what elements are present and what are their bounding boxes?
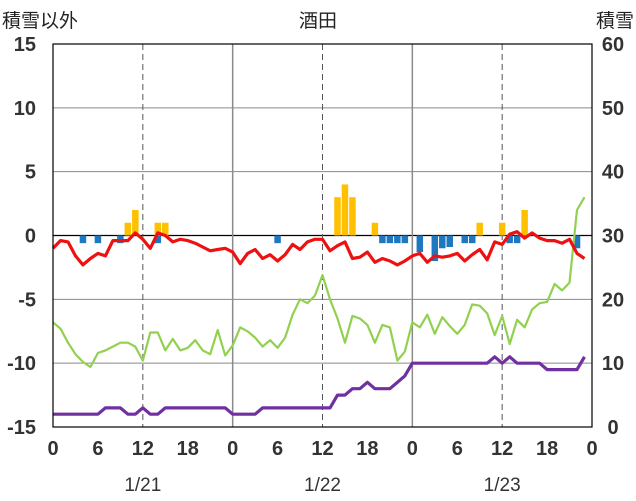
date-label: 1/22 (304, 475, 341, 496)
sunshine-bar (274, 236, 280, 244)
left-tick-label: 15 (14, 34, 36, 56)
right-tick-label: 10 (602, 353, 624, 375)
x-tick-label: 12 (132, 438, 154, 460)
x-tick-label: 6 (272, 438, 283, 460)
sunshine-bar (387, 236, 393, 244)
precipitation-bar (342, 184, 348, 235)
left-axis-ticks: -15 -10 -5 0 5 10 15 (7, 34, 36, 439)
x-tick-label: 18 (177, 438, 199, 460)
snow_depth-line (53, 357, 585, 414)
sunshine-bar (439, 236, 445, 249)
sunshine-bar (394, 236, 400, 244)
sunshine-bar (417, 236, 423, 253)
left-tick-label: -15 (7, 417, 36, 439)
right-tick-label: 30 (602, 226, 624, 248)
x-tick-label: 6 (452, 438, 463, 460)
x-tick-label: 18 (536, 438, 558, 460)
x-tick-label: 18 (356, 438, 378, 460)
precipitation-bar (334, 197, 340, 235)
date-label: 1/23 (484, 475, 521, 496)
sunshine-bar (402, 236, 408, 244)
right-tick-label: 50 (602, 98, 624, 120)
sunshine-bar (514, 236, 520, 244)
precipitation-bar (349, 197, 355, 235)
temperature-line (53, 232, 585, 265)
right-axis-label: 積雪 (596, 10, 634, 32)
precipitation-bar (125, 223, 131, 236)
sunshine-bar (469, 236, 475, 244)
left-tick-label: 5 (25, 162, 36, 184)
x-axis-ticks: 0 6 12 18 0 6 12 18 0 6 12 18 0 (47, 438, 597, 460)
sunshine-bar (80, 236, 86, 244)
precipitation-bar (499, 223, 505, 236)
chart-title: 酒田 (299, 10, 337, 32)
x-tick-label: 0 (227, 438, 238, 460)
left-tick-label: 0 (25, 226, 36, 248)
x-tick-label: 0 (407, 438, 418, 460)
x-tick-label: 0 (586, 438, 597, 460)
x-tick-label: 12 (491, 438, 513, 460)
date-labels: 1/21 1/22 1/23 (124, 475, 520, 496)
right-tick-label: 0 (607, 417, 618, 439)
precipitation-bar (476, 223, 482, 236)
right-tick-label: 40 (602, 162, 624, 184)
sunshine-bar (447, 236, 453, 247)
x-tick-label: 6 (92, 438, 103, 460)
precipitation-bar (372, 223, 378, 236)
sunshine-bar (461, 236, 467, 244)
right-tick-label: 60 (602, 34, 624, 56)
sunshine-bar (379, 236, 385, 244)
x-tick-label: 0 (47, 438, 58, 460)
precipitation-bar (521, 210, 527, 236)
date-label: 1/21 (124, 475, 161, 496)
x-tick-label: 12 (311, 438, 333, 460)
left-tick-label: -10 (7, 353, 36, 375)
left-tick-label: 10 (14, 98, 36, 120)
right-tick-label: 20 (602, 289, 624, 311)
sunshine-bar (95, 236, 101, 244)
left-tick-label: -5 (18, 289, 36, 311)
right-axis-ticks: 0 10 20 30 40 50 60 (602, 34, 624, 439)
left-axis-label: 積雪以外 (2, 10, 78, 32)
